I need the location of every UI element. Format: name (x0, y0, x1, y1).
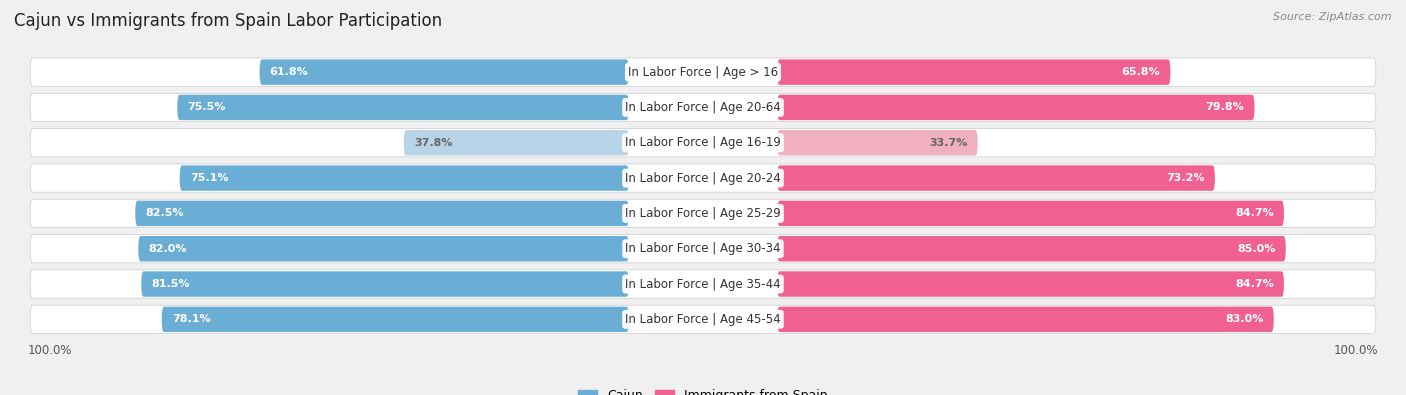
FancyBboxPatch shape (30, 270, 1376, 298)
Text: 100.0%: 100.0% (1333, 344, 1378, 357)
Text: 100.0%: 100.0% (28, 344, 73, 357)
Text: In Labor Force | Age 35-44: In Labor Force | Age 35-44 (626, 278, 780, 291)
FancyBboxPatch shape (778, 59, 1170, 85)
FancyBboxPatch shape (30, 164, 1376, 192)
Text: In Labor Force | Age > 16: In Labor Force | Age > 16 (628, 66, 778, 79)
Text: 78.1%: 78.1% (172, 314, 211, 324)
Text: In Labor Force | Age 30-34: In Labor Force | Age 30-34 (626, 242, 780, 255)
Text: In Labor Force | Age 16-19: In Labor Force | Age 16-19 (626, 136, 780, 149)
FancyBboxPatch shape (180, 166, 628, 191)
FancyBboxPatch shape (30, 58, 1376, 86)
FancyBboxPatch shape (778, 307, 1274, 332)
FancyBboxPatch shape (30, 305, 1376, 333)
FancyBboxPatch shape (162, 307, 628, 332)
FancyBboxPatch shape (141, 271, 628, 297)
FancyBboxPatch shape (778, 166, 1215, 191)
FancyBboxPatch shape (778, 236, 1285, 261)
Text: In Labor Force | Age 20-24: In Labor Force | Age 20-24 (626, 171, 780, 184)
Text: 82.5%: 82.5% (145, 209, 184, 218)
Text: 65.8%: 65.8% (1122, 67, 1160, 77)
Text: 79.8%: 79.8% (1206, 102, 1244, 113)
FancyBboxPatch shape (778, 95, 1254, 120)
Text: 82.0%: 82.0% (149, 244, 187, 254)
FancyBboxPatch shape (30, 199, 1376, 228)
FancyBboxPatch shape (30, 235, 1376, 263)
Text: 84.7%: 84.7% (1234, 279, 1274, 289)
FancyBboxPatch shape (30, 129, 1376, 157)
FancyBboxPatch shape (260, 59, 628, 85)
FancyBboxPatch shape (138, 236, 628, 261)
Text: 75.1%: 75.1% (190, 173, 228, 183)
FancyBboxPatch shape (177, 95, 628, 120)
FancyBboxPatch shape (778, 130, 977, 156)
Text: In Labor Force | Age 25-29: In Labor Force | Age 25-29 (626, 207, 780, 220)
Text: Cajun vs Immigrants from Spain Labor Participation: Cajun vs Immigrants from Spain Labor Par… (14, 12, 441, 30)
FancyBboxPatch shape (404, 130, 628, 156)
Legend: Cajun, Immigrants from Spain: Cajun, Immigrants from Spain (574, 384, 832, 395)
FancyBboxPatch shape (778, 271, 1284, 297)
Text: 84.7%: 84.7% (1234, 209, 1274, 218)
Text: In Labor Force | Age 20-64: In Labor Force | Age 20-64 (626, 101, 780, 114)
Text: 61.8%: 61.8% (270, 67, 308, 77)
Text: 81.5%: 81.5% (152, 279, 190, 289)
Text: 75.5%: 75.5% (187, 102, 226, 113)
Text: 33.7%: 33.7% (929, 138, 967, 148)
FancyBboxPatch shape (778, 201, 1284, 226)
FancyBboxPatch shape (135, 201, 628, 226)
FancyBboxPatch shape (30, 93, 1376, 122)
Text: 83.0%: 83.0% (1225, 314, 1264, 324)
Text: Source: ZipAtlas.com: Source: ZipAtlas.com (1274, 12, 1392, 22)
Text: In Labor Force | Age 45-54: In Labor Force | Age 45-54 (626, 313, 780, 326)
Text: 85.0%: 85.0% (1237, 244, 1275, 254)
Text: 73.2%: 73.2% (1166, 173, 1205, 183)
Text: 37.8%: 37.8% (413, 138, 453, 148)
